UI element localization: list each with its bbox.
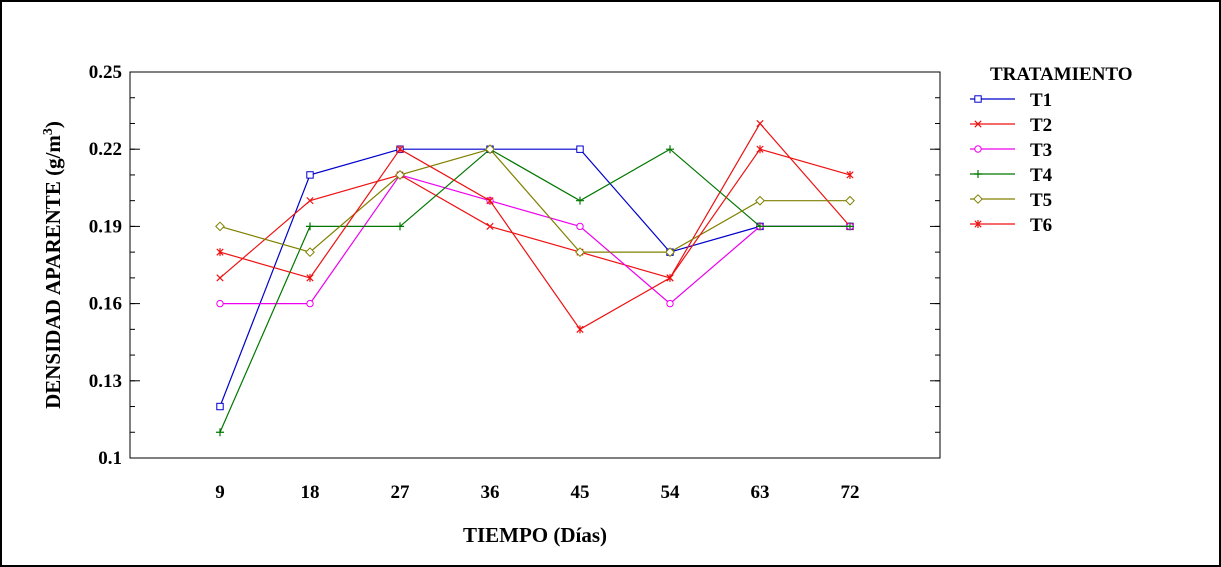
legend-item-t6: T6 xyxy=(970,215,1052,236)
legend-item-t4: T4 xyxy=(970,165,1053,186)
data-point-t2 xyxy=(486,222,494,231)
data-point-t4 xyxy=(396,222,404,231)
y-axis-title-close: ) xyxy=(41,121,65,128)
data-point-t6 xyxy=(306,273,314,282)
series-t6 xyxy=(216,145,854,334)
x-tick-label: 18 xyxy=(301,482,320,503)
data-point-t5 xyxy=(215,221,225,232)
series-line-t4 xyxy=(219,148,850,433)
series-line-t2 xyxy=(219,122,851,279)
legend-swatch-marker xyxy=(974,170,982,178)
x-tick-label: 27 xyxy=(391,482,411,503)
data-point-t3 xyxy=(306,299,314,308)
legend-item-t1: T1 xyxy=(970,90,1052,111)
data-point-t6 xyxy=(666,273,674,282)
y-axis: 0.1 0.13 0.16 0.19 0.22 0.25 xyxy=(89,62,940,469)
legend-label: T4 xyxy=(1030,165,1053,186)
data-point-t5 xyxy=(755,195,765,206)
data-point-t6 xyxy=(846,170,854,179)
x-tick-label: 63 xyxy=(751,482,770,503)
legend-title: TRATAMIENTO xyxy=(990,64,1133,85)
y-axis-title-sup: 3 xyxy=(41,128,56,135)
data-point-t5 xyxy=(845,195,855,206)
x-tick-label: 9 xyxy=(215,482,225,503)
series-line-t3 xyxy=(220,174,850,305)
data-point-t6 xyxy=(216,248,224,257)
y-tick-label: 0.19 xyxy=(89,216,122,237)
x-tick-label: 36 xyxy=(481,482,500,503)
legend-label: T6 xyxy=(1030,215,1052,236)
series-t5 xyxy=(215,144,855,258)
data-point-t4 xyxy=(306,222,314,231)
legend-swatch-marker xyxy=(973,194,983,204)
data-point-t6 xyxy=(486,196,494,205)
legend-swatch-marker xyxy=(974,145,982,153)
data-point-t3 xyxy=(576,222,584,231)
y-axis-title: DENSIDAD APARENTE (g/m3) xyxy=(41,121,65,409)
data-point-t5 xyxy=(305,247,315,258)
data-point-t4 xyxy=(216,428,224,437)
y-axis-title-main: DENSIDAD APARENTE (g/m xyxy=(41,135,65,409)
data-point-t4 xyxy=(576,196,584,205)
series-line-t1 xyxy=(219,148,850,407)
legend-label: T2 xyxy=(1030,115,1052,136)
data-point-t5 xyxy=(485,144,495,155)
plot-area xyxy=(129,71,941,459)
y-tick-label: 0.16 xyxy=(89,294,122,315)
data-point-t5 xyxy=(665,247,675,258)
data-point-t1 xyxy=(306,171,314,179)
legend-item-t3: T3 xyxy=(970,140,1052,161)
data-point-t4 xyxy=(756,222,764,231)
x-tick-label: 45 xyxy=(571,482,590,503)
data-point-t4 xyxy=(666,145,674,154)
legend-label: T3 xyxy=(1030,140,1052,161)
x-tick-label: 72 xyxy=(841,482,860,503)
data-point-t1 xyxy=(216,402,224,411)
x-tick-label: 54 xyxy=(661,482,681,503)
data-point-t2 xyxy=(216,274,224,282)
legend-item-t2: T2 xyxy=(970,115,1052,136)
data-point-t5 xyxy=(575,247,585,258)
x-axis-title: TIEMPO (Días) xyxy=(463,523,607,547)
data-point-t2 xyxy=(306,197,314,205)
data-point-t6 xyxy=(396,145,404,154)
plot-frame xyxy=(129,71,941,459)
y-tick-label: 0.25 xyxy=(89,62,122,83)
legend-swatch-marker xyxy=(974,220,982,228)
legend: TRATAMIENTO T1 T2 T3 T4 T5 T6 xyxy=(970,64,1133,236)
y-tick-label: 0.13 xyxy=(89,371,122,392)
data-point-t6 xyxy=(756,145,764,154)
x-axis: 9 18 27 36 45 54 63 72 xyxy=(215,482,859,503)
data-point-t5 xyxy=(395,170,405,180)
data-point-t2 xyxy=(756,119,764,128)
series-line-t6 xyxy=(219,148,851,331)
legend-swatch-marker xyxy=(974,120,982,128)
y-tick-label: 0.22 xyxy=(89,139,122,160)
data-point-t6 xyxy=(576,325,584,334)
data-point-t3 xyxy=(666,299,674,308)
series-layer xyxy=(215,119,855,437)
legend-item-t5: T5 xyxy=(970,190,1052,211)
legend-label: T1 xyxy=(1030,90,1052,111)
data-point-t3 xyxy=(216,299,224,308)
legend-label: T5 xyxy=(1030,190,1052,211)
legend-swatch-marker xyxy=(974,95,982,103)
y-tick-label: 0.1 xyxy=(98,448,122,469)
data-point-t4 xyxy=(846,222,854,231)
series-line-t5 xyxy=(219,148,850,253)
data-point-t1 xyxy=(576,145,584,153)
